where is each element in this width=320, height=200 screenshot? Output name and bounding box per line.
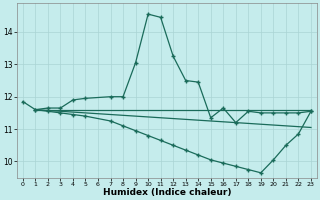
X-axis label: Humidex (Indice chaleur): Humidex (Indice chaleur) [103,188,231,197]
